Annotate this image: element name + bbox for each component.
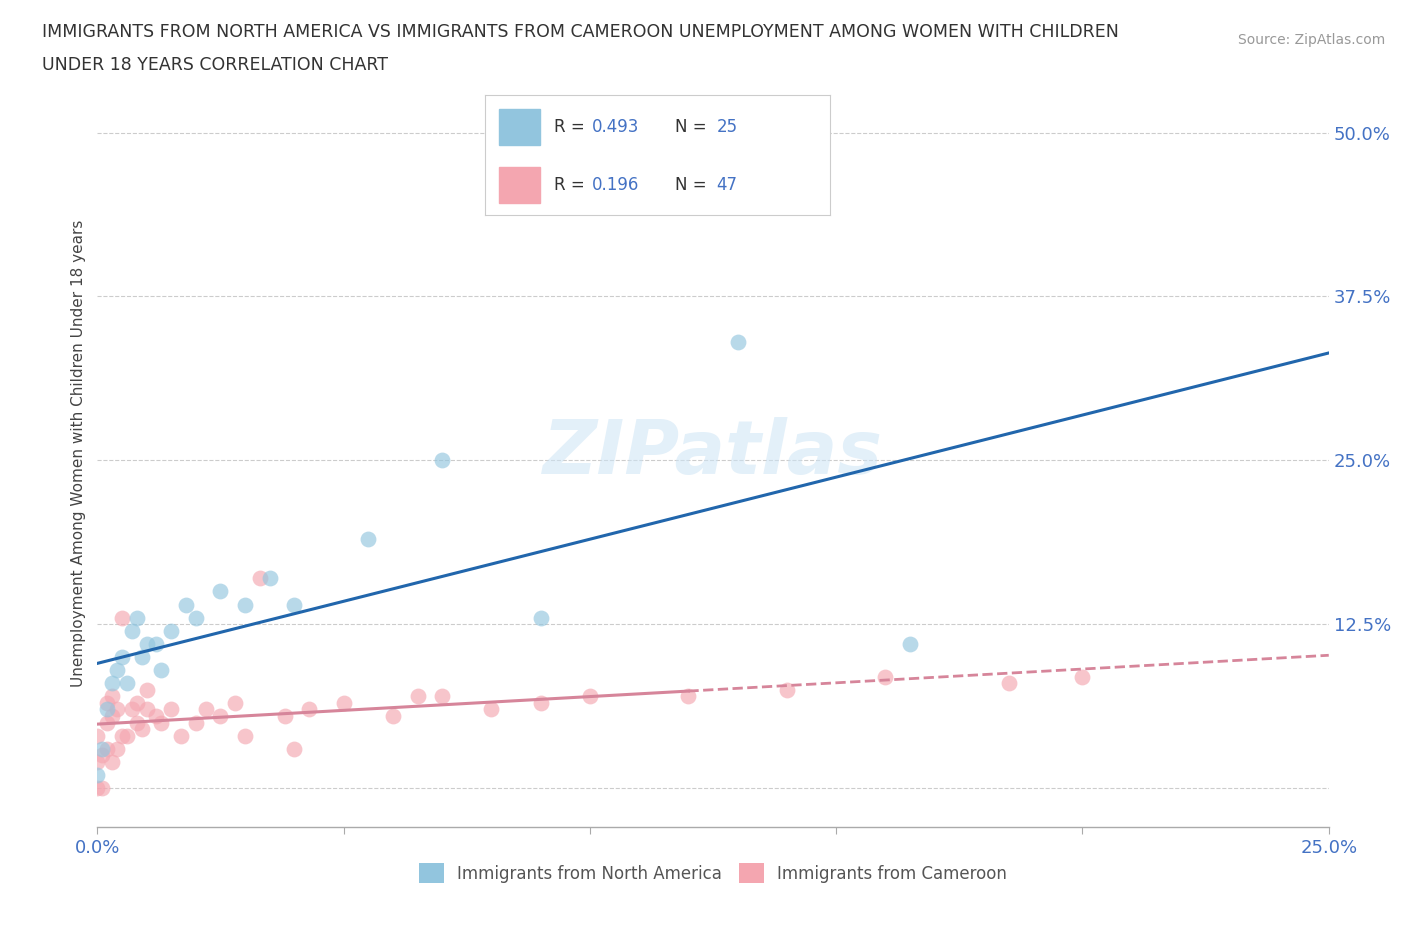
Point <box>1071 670 1094 684</box>
Point <box>145 709 167 724</box>
Point <box>111 610 134 625</box>
Point <box>430 689 453 704</box>
Point <box>259 571 281 586</box>
Point <box>997 676 1019 691</box>
Y-axis label: Unemployment Among Women with Children Under 18 years: Unemployment Among Women with Children U… <box>72 220 86 687</box>
Point <box>406 689 429 704</box>
Point <box>283 597 305 612</box>
Point <box>160 702 183 717</box>
Point <box>194 702 217 717</box>
Point <box>727 335 749 350</box>
Point <box>298 702 321 717</box>
Text: Source: ZipAtlas.com: Source: ZipAtlas.com <box>1237 33 1385 46</box>
Point <box>174 597 197 612</box>
Point <box>101 709 124 724</box>
Point <box>101 676 124 691</box>
Point <box>224 696 246 711</box>
Text: UNDER 18 YEARS CORRELATION CHART: UNDER 18 YEARS CORRELATION CHART <box>42 56 388 73</box>
Point <box>678 689 700 704</box>
Point <box>91 780 114 795</box>
Point <box>131 722 153 737</box>
Point <box>96 702 118 717</box>
Point <box>121 702 143 717</box>
Point <box>115 676 138 691</box>
Point <box>184 715 207 730</box>
Point <box>150 663 173 678</box>
Point <box>111 728 134 743</box>
Point <box>381 709 404 724</box>
Point <box>898 636 921 651</box>
Point <box>209 584 232 599</box>
Point <box>86 780 108 795</box>
Point <box>105 702 128 717</box>
Point <box>530 610 553 625</box>
Point <box>430 453 453 468</box>
Point <box>170 728 193 743</box>
Point <box>209 709 232 724</box>
Point <box>150 715 173 730</box>
Point <box>105 741 128 756</box>
Point <box>125 715 148 730</box>
Point <box>776 683 799 698</box>
Point <box>121 623 143 638</box>
Point <box>125 610 148 625</box>
Legend: Immigrants from North America, Immigrants from Cameroon: Immigrants from North America, Immigrant… <box>412 857 1014 890</box>
Point <box>86 767 108 782</box>
Point <box>145 636 167 651</box>
Point <box>579 689 602 704</box>
Text: IMMIGRANTS FROM NORTH AMERICA VS IMMIGRANTS FROM CAMEROON UNEMPLOYMENT AMONG WOM: IMMIGRANTS FROM NORTH AMERICA VS IMMIGRA… <box>42 23 1119 41</box>
Point <box>160 623 183 638</box>
Point <box>332 696 354 711</box>
Point <box>111 649 134 664</box>
Point <box>91 741 114 756</box>
Point <box>875 670 897 684</box>
Point <box>96 696 118 711</box>
Point <box>135 636 157 651</box>
Point <box>101 689 124 704</box>
Point <box>481 702 503 717</box>
Point <box>135 702 157 717</box>
Point <box>233 597 256 612</box>
Point <box>96 715 118 730</box>
Point <box>249 571 271 586</box>
Point <box>115 728 138 743</box>
Point <box>131 649 153 664</box>
Point <box>86 754 108 769</box>
Point <box>91 748 114 763</box>
Point <box>86 728 108 743</box>
Point <box>135 683 157 698</box>
Point <box>125 696 148 711</box>
Point <box>233 728 256 743</box>
Point <box>96 741 118 756</box>
Point <box>357 532 380 547</box>
Point <box>530 696 553 711</box>
Point <box>105 663 128 678</box>
Point <box>184 610 207 625</box>
Point <box>101 754 124 769</box>
Point <box>283 741 305 756</box>
Text: ZIPatlas: ZIPatlas <box>543 418 883 490</box>
Point <box>273 709 295 724</box>
